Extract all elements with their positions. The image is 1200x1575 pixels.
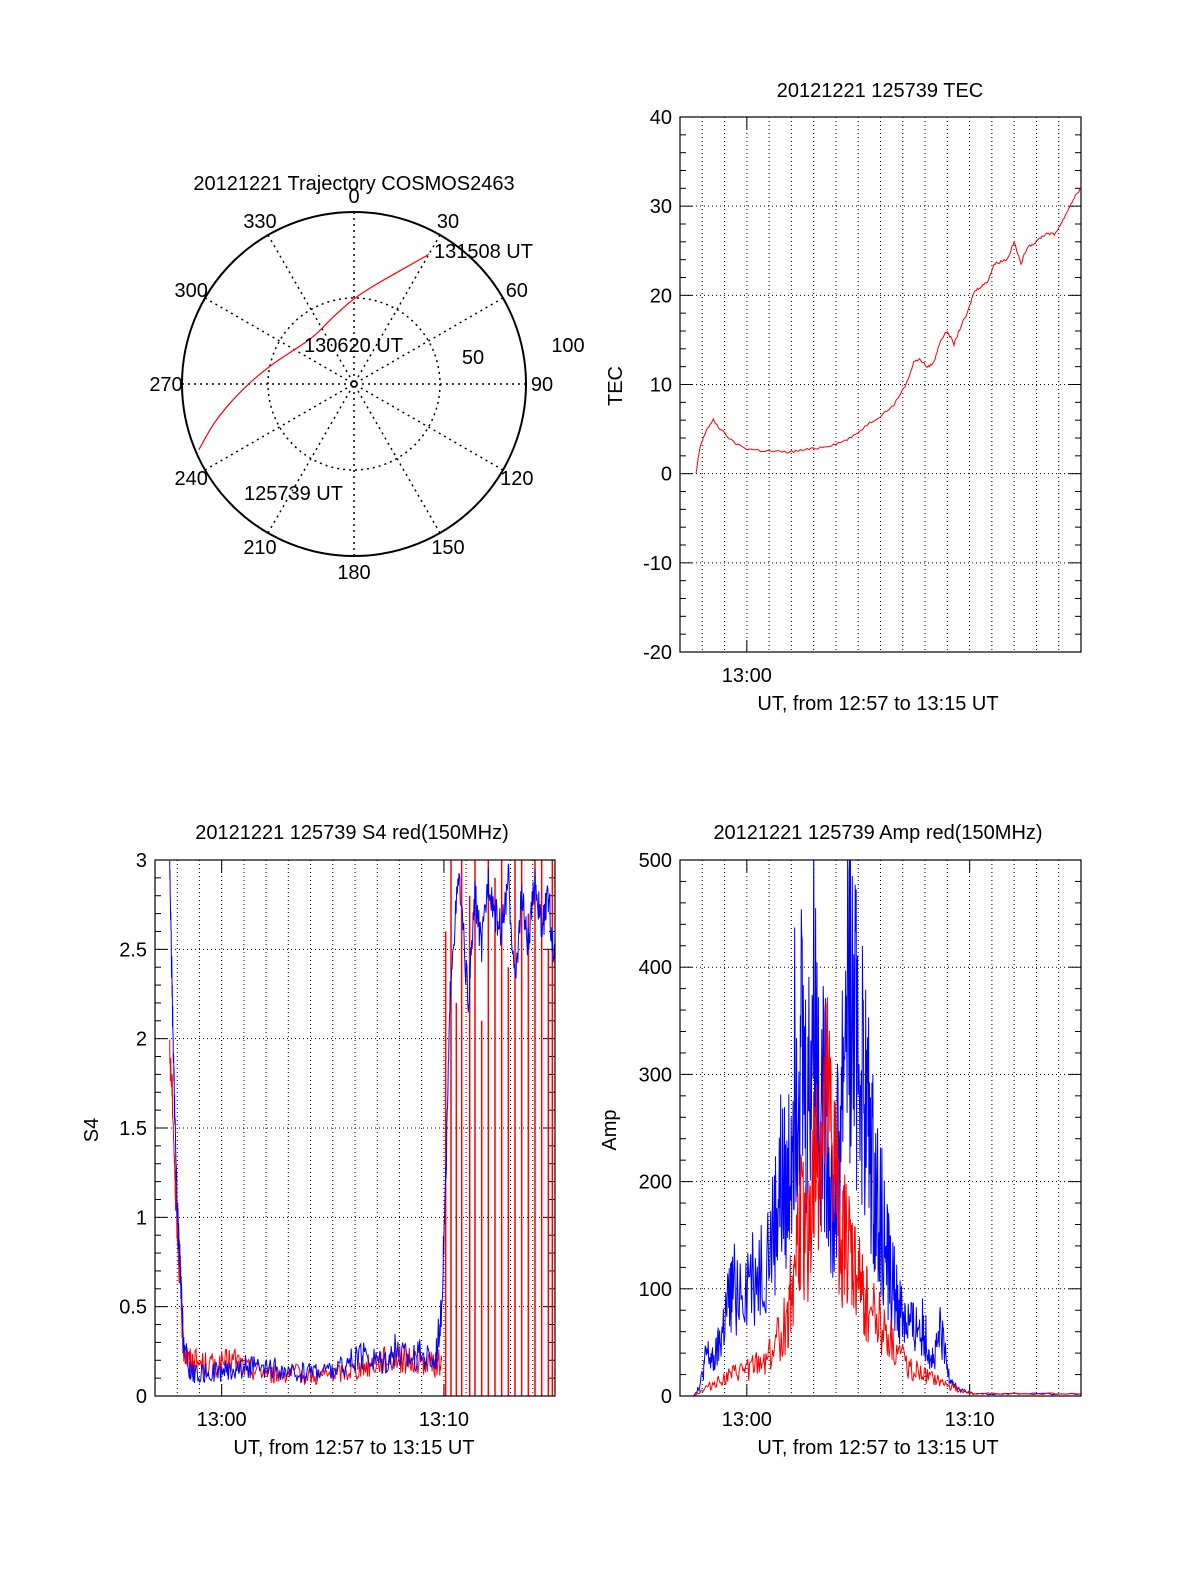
plot-frame: [679, 859, 1082, 1397]
polar-angle-label: 240: [174, 468, 207, 490]
data-series: [692, 860, 1081, 1396]
polar-angle-label: 90: [531, 374, 553, 396]
y-tick-label: -20: [643, 642, 672, 664]
s4-title: 20121221 125739 S4 red(150MHz): [195, 822, 509, 844]
polar-angle-label: 120: [500, 468, 533, 490]
x-tick-label: 13:10: [945, 1409, 995, 1431]
grid-lines: [680, 117, 1081, 652]
y-tick-label: 1.5: [119, 1118, 147, 1140]
tec-title: 20121221 125739 TEC: [777, 80, 983, 102]
y-tick-label: 0.5: [119, 1297, 147, 1319]
polar-angle-label: 270: [149, 374, 182, 396]
y-tick-label: 0: [661, 1386, 672, 1408]
amp-xlabel: UT, from 12:57 to 13:15 UT: [757, 1437, 998, 1459]
radius-label-100: 100: [551, 335, 584, 357]
annotation-end-time: 131508 UT: [434, 241, 533, 263]
polar-angle-label: 300: [174, 280, 207, 302]
y-tick-label: 200: [639, 1172, 672, 1194]
y-tick-label: -10: [643, 553, 672, 575]
trajectory-title: 20121221 Trajectory COSMOS2463: [193, 173, 514, 195]
red-series-line: [695, 187, 1081, 474]
s4-ylabel: S4: [81, 1118, 103, 1142]
y-tick-label: 3: [136, 850, 147, 872]
x-tick-label: 13:00: [722, 665, 772, 687]
trajectory-panel: 20121221 Trajectory COSMOS2463 0 30 60 90 12…: [149, 173, 584, 584]
annotation-mid-time: 130620 UT: [304, 335, 403, 357]
tec-ylabel: TEC: [605, 366, 627, 406]
amp-title: 20121221 125739 Amp red(150MHz): [713, 822, 1042, 844]
polar-angle-label: 150: [431, 537, 464, 559]
polar-grid: [181, 211, 527, 557]
x-tick-label: 13:10: [419, 1409, 469, 1431]
y-tick-label: 400: [639, 957, 672, 979]
y-tick-label: 0: [661, 464, 672, 486]
y-tick-label: 2: [136, 1029, 147, 1051]
y-tick-label: 2.5: [119, 939, 147, 961]
y-tick-label: 1: [136, 1207, 147, 1229]
y-tick-label: 20: [650, 285, 672, 307]
blue-series-line: [169, 860, 555, 1384]
tec-xlabel: UT, from 12:57 to 13:15 UT: [757, 693, 998, 715]
x-tick-label: 13:00: [722, 1409, 772, 1431]
data-series: [695, 187, 1081, 474]
blue-series-line: [692, 860, 1081, 1396]
x-tick-label: 13:00: [197, 1409, 247, 1431]
annotation-start-time: 125739 UT: [244, 483, 343, 505]
trajectory-line: [198, 253, 430, 451]
red-series-line: [693, 997, 1081, 1396]
polar-angle-label: 330: [243, 211, 276, 233]
polar-angle-label: 0: [348, 186, 359, 208]
polar-angle-labels: 0 30 60 90 120 150 180 210 240 270 300 330: [149, 186, 553, 584]
data-series: [169, 860, 555, 1396]
polar-angle-label: 60: [506, 280, 528, 302]
amp-panel: 20121221 125739 Amp red(150MHz) Amp UT, …: [599, 822, 1082, 1459]
tec-panel: 20121221 125739 TEC TEC UT, from 12:57 t…: [605, 80, 1082, 715]
red-series-line: [169, 1039, 443, 1386]
y-tick-label: 10: [650, 375, 672, 397]
y-tick-label: 40: [650, 107, 672, 129]
polar-angle-label: 30: [437, 211, 459, 233]
plot-frame: [154, 859, 556, 1397]
polar-angle-label: 210: [243, 537, 276, 559]
y-tick-label: 100: [639, 1279, 672, 1301]
y-tick-label: 0: [136, 1386, 147, 1408]
y-tick-label: 500: [639, 850, 672, 872]
y-tick-label: 300: [639, 1064, 672, 1086]
plot-frame: [679, 116, 1082, 653]
polar-angle-label: 180: [337, 562, 370, 584]
y-tick-label: 30: [650, 196, 672, 218]
amp-ylabel: Amp: [599, 1109, 621, 1150]
s4-panel: 20121221 125739 S4 red(150MHz) S4 UT, fr…: [81, 822, 556, 1459]
radius-label-50: 50: [462, 347, 484, 369]
s4-xlabel: UT, from 12:57 to 13:15 UT: [233, 1437, 474, 1459]
